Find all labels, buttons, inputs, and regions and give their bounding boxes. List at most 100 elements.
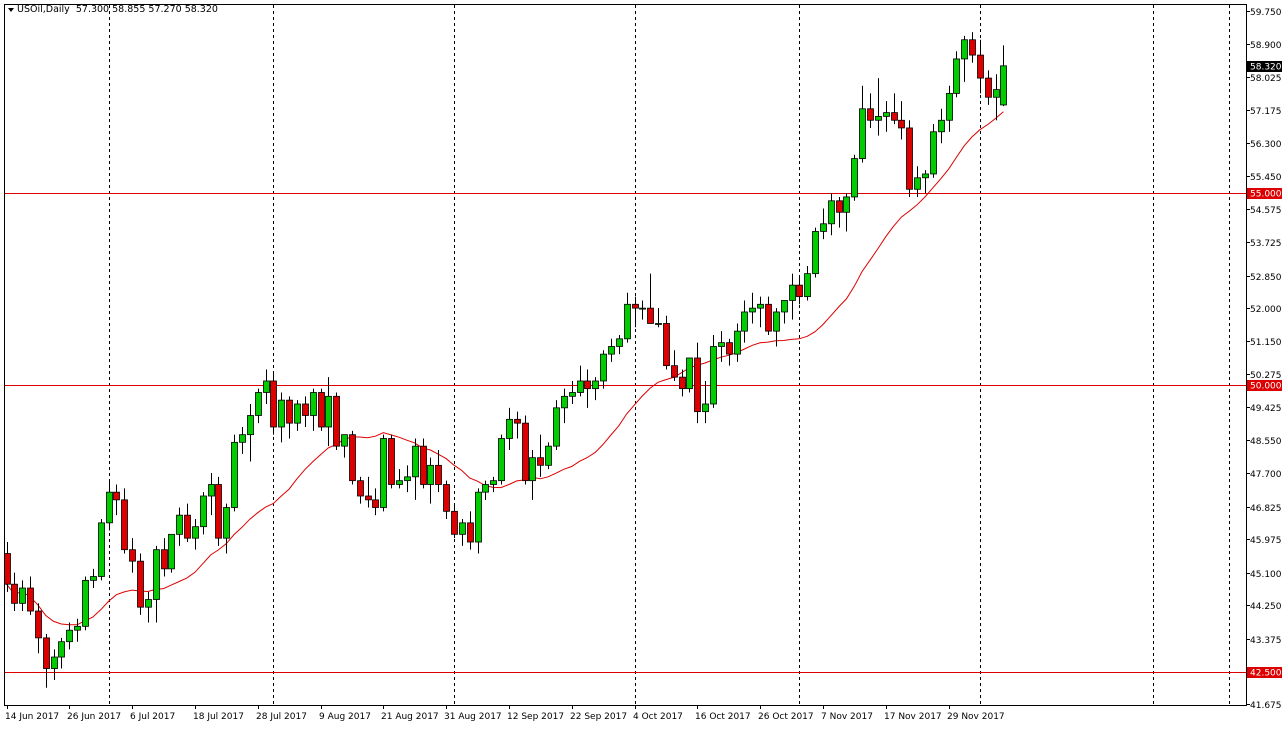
candle-body [184,514,191,539]
candle-body [702,403,709,413]
candle [420,438,427,489]
candle [977,39,984,94]
candle-body [1000,65,1007,106]
candle [938,108,945,144]
candle-body [812,231,819,275]
candle-body [694,357,701,413]
moving-average-line [6,111,1004,626]
candle [90,568,97,589]
candle-body [781,300,788,313]
candle [137,553,144,615]
candle-body [223,507,230,539]
candle-body [796,284,803,298]
time-tick-label: 7 Nov 2017 [821,712,873,722]
candle [404,465,411,493]
price-tick-label: 44.250 [1250,602,1282,612]
candle-body [914,177,921,190]
candle-body [867,108,874,121]
candle-body [467,522,474,543]
candle [993,74,1000,121]
candle [200,492,207,535]
candle-body [137,560,144,608]
candle [843,193,850,232]
level-price-badge: 55.000 [1247,188,1282,200]
price-axis[interactable]: 59.750 58.900 58.025 57.175 56.300 55.450 54.5… [1246,8,1282,711]
price-tick-label: 55.450 [1250,173,1282,183]
candle-body [836,200,843,213]
candle [451,503,458,539]
candle [961,35,968,82]
candle [953,51,960,98]
candle [341,434,348,458]
level-price-badge: 42.500 [1247,667,1282,679]
candle-body [938,119,945,133]
candle-body [168,533,175,570]
candle [113,484,120,516]
candle [325,377,332,447]
candle-body [930,131,937,175]
candle [616,334,623,355]
candle [247,403,254,462]
close-value: 58.320 [184,4,218,15]
candle [702,380,709,424]
candle [726,338,733,366]
candle [51,649,58,681]
candle-body [325,395,332,428]
price-tick-label: 52.000 [1250,305,1282,315]
plot-frame [4,4,1247,706]
candle [333,392,340,450]
candle [294,400,301,431]
candle [600,350,607,389]
candle [859,85,866,163]
candles [4,32,1007,688]
candle-body [278,399,285,428]
time-tick-label: 29 Nov 2017 [947,712,1005,722]
candle-body [545,445,552,466]
time-axis[interactable]: 14 Jun 2017 26 Jun 2017 6 Jul 2017 18 Jul 2… [5,705,1005,722]
candle [647,273,654,324]
candle [741,300,748,343]
time-tick-label: 28 Jul 2017 [256,712,307,722]
candle [836,196,843,228]
candle [867,93,874,128]
candle [710,334,717,408]
candle-body [969,39,976,56]
candle [969,32,976,63]
candle-body [482,484,489,493]
candle-body [529,457,536,482]
candle [875,78,882,136]
time-tick-label: 12 Sep 2017 [507,712,564,722]
candle-body [215,484,222,539]
price-tick-label: 58.025 [1250,74,1282,84]
candle-body [176,514,183,535]
candle [106,480,113,531]
candle-body [726,342,733,355]
symbol-label: USOil,Daily [17,4,70,15]
candle [19,580,26,612]
candle [270,373,277,435]
candle [82,576,89,631]
candle [435,449,442,493]
dropdown-triangle-icon[interactable] [8,7,14,12]
candle-body [608,346,615,355]
candle-body [498,438,505,482]
candle-body [270,380,277,428]
candle [985,70,992,105]
candle [891,93,898,125]
candle-body [27,587,34,612]
candle-body [427,464,434,485]
candle-body [537,457,544,466]
candle [537,434,544,477]
candle-body [333,395,340,447]
candle [98,519,105,581]
candle [129,538,136,573]
candle [514,411,521,439]
candle [459,519,466,546]
candle [828,193,835,236]
candle-body [569,392,576,397]
candle-body [922,173,929,179]
candle-body [247,415,254,436]
candle [694,342,701,424]
